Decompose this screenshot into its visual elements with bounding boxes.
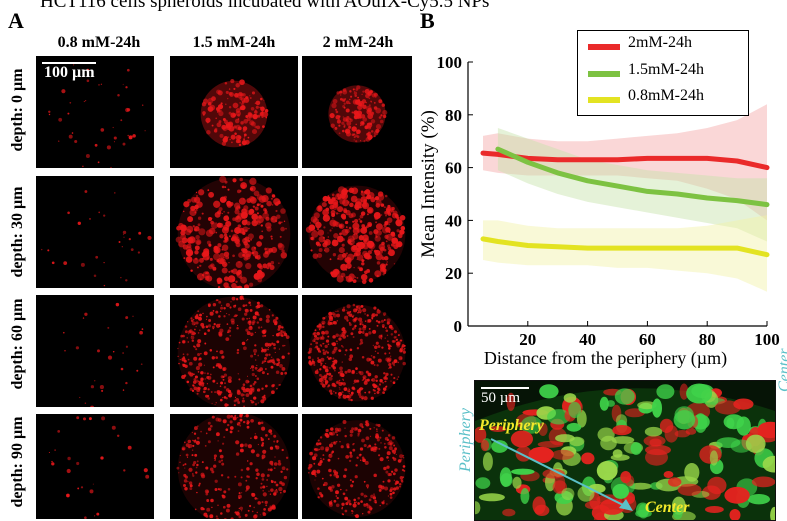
center-side-label: Center — [776, 348, 787, 392]
panel-a-letter: A — [8, 8, 24, 34]
y-tick-label: 80 — [445, 106, 462, 125]
tile-1-5mm-depth-30 — [170, 176, 298, 288]
x-tick-label: 100 — [754, 330, 780, 349]
tile-1-5mm-depth-90 — [170, 414, 298, 519]
scale-bar-label-100um: 100 µm — [44, 64, 95, 82]
row-label-depth-90: depth: 90 µm — [9, 417, 27, 508]
y-tick-label: 20 — [445, 264, 462, 283]
legend-swatch-1-5mm — [588, 71, 620, 77]
legend-swatch-2mm — [588, 44, 620, 50]
legend-label-1-5mm: 1.5mM-24h — [628, 61, 704, 79]
spheroid-side-view-micrograph: 50 µm Periphery Center — [474, 380, 776, 521]
row-label-depth-60: depth: 60 µm — [9, 299, 27, 390]
x-tick-label: 60 — [639, 330, 656, 349]
tile-2mm-depth-0 — [302, 56, 412, 168]
micrograph-center-label: Center — [645, 499, 689, 517]
y-axis-label: Mean Intensity (%) — [418, 110, 439, 258]
column-label-1-5mm: 1.5 mM-24h — [170, 34, 298, 52]
tile-2mm-depth-60 — [302, 295, 412, 407]
chart-legend: 2mM-24h 1.5mM-24h 0.8mM-24h — [577, 30, 749, 116]
scale-bar-label-50um: 50 µm — [481, 390, 520, 407]
panel-b-letter: B — [420, 8, 435, 34]
tile-1-5mm-depth-60 — [170, 295, 298, 407]
y-tick-label: 100 — [437, 53, 463, 72]
x-tick-label: 40 — [579, 330, 596, 349]
row-label-depth-0: depth: 0 µm — [9, 69, 27, 152]
scale-bar-50um — [481, 387, 529, 389]
tile-0-8mm-depth-60 — [36, 295, 154, 407]
tile-0-8mm-depth-30 — [36, 176, 154, 288]
legend-label-0-8mm: 0.8mM-24h — [628, 87, 704, 105]
column-label-2mm: 2 mM-24h — [302, 34, 414, 52]
tile-2mm-depth-90 — [302, 414, 412, 519]
y-tick-label: 40 — [445, 211, 462, 230]
legend-swatch-0-8mm — [588, 97, 620, 103]
row-label-depth-30: depth: 30 µm — [9, 187, 27, 278]
tile-1-5mm-depth-0 — [170, 56, 298, 168]
y-tick-label: 60 — [445, 159, 462, 178]
periphery-side-label: Periphery — [457, 408, 475, 472]
column-label-0-8mm: 0.8 mM-24h — [44, 34, 154, 52]
y-tick-label: 0 — [454, 317, 463, 336]
x-tick-label: 20 — [519, 330, 536, 349]
x-tick-label: 80 — [699, 330, 716, 349]
tile-2mm-depth-30 — [302, 176, 412, 288]
micrograph-periphery-label: Periphery — [479, 417, 544, 435]
x-axis-label: Distance from the periphery (µm) — [484, 348, 727, 369]
tile-0-8mm-depth-90 — [36, 414, 154, 519]
band-0.8mM-24h — [483, 215, 767, 292]
legend-label-2mm: 2mM-24h — [628, 34, 692, 52]
scale-bar-100um — [42, 62, 96, 64]
